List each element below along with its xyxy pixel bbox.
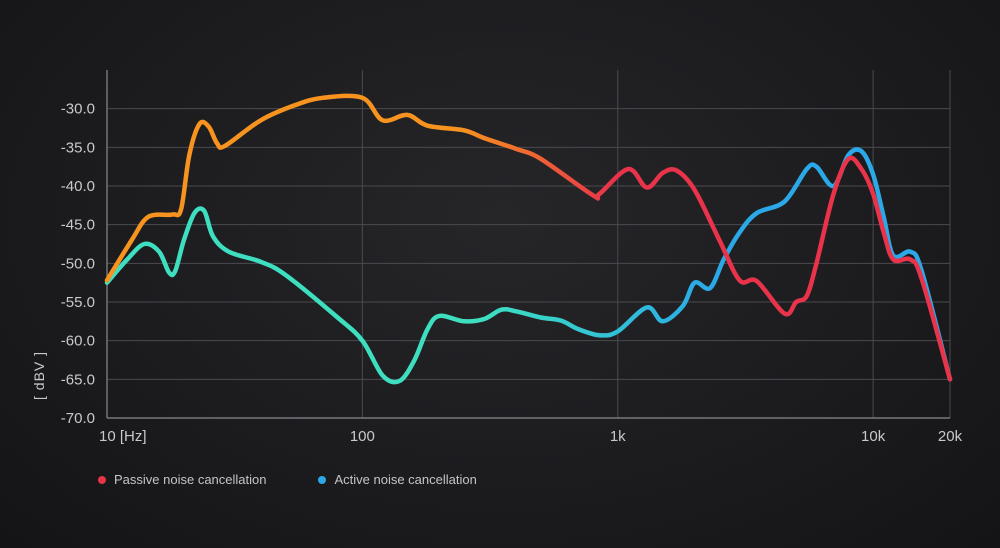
x-tick-label: 10k bbox=[861, 428, 886, 445]
y-tick-label: -70.0 bbox=[61, 410, 95, 427]
tick-labels: -30.0 -35.0 -40.0 -45.0 -50.0 -55.0 -60.0 -65.0… bbox=[61, 101, 963, 445]
grid bbox=[107, 70, 951, 418]
series bbox=[104, 93, 953, 385]
legend-item-passive: Passive noise cancellation bbox=[98, 472, 266, 487]
legend-label-passive: Passive noise cancellation bbox=[114, 472, 267, 487]
x-tick-label: 10 [Hz] bbox=[99, 428, 147, 445]
series-line-active bbox=[104, 147, 953, 385]
y-tick-label: -50.0 bbox=[61, 255, 95, 272]
x-tick-label: 100 bbox=[350, 428, 375, 445]
y-tick-label: -60.0 bbox=[61, 333, 95, 350]
legend-dot-active bbox=[318, 475, 327, 484]
y-tick-label: -40.0 bbox=[61, 178, 95, 195]
x-tick-label: 1k bbox=[610, 428, 626, 445]
x-tick-label: 20k bbox=[938, 428, 963, 445]
legend-dot-passive bbox=[98, 475, 106, 484]
y-tick-label: -45.0 bbox=[61, 217, 95, 234]
y-axis-title: [ dBV ] bbox=[31, 351, 47, 400]
y-tick-label: -65.0 bbox=[61, 371, 95, 388]
y-tick-label: -55.0 bbox=[61, 294, 95, 311]
axes bbox=[106, 70, 950, 419]
legend: Passive noise cancellation Active noise … bbox=[98, 472, 477, 487]
y-tick-label: -35.0 bbox=[61, 139, 95, 156]
legend-label-active: Active noise cancellation bbox=[334, 472, 477, 487]
series-line-passive bbox=[104, 93, 953, 382]
legend-item-active: Active noise cancellation bbox=[318, 472, 477, 487]
y-tick-label: -30.0 bbox=[61, 101, 95, 118]
